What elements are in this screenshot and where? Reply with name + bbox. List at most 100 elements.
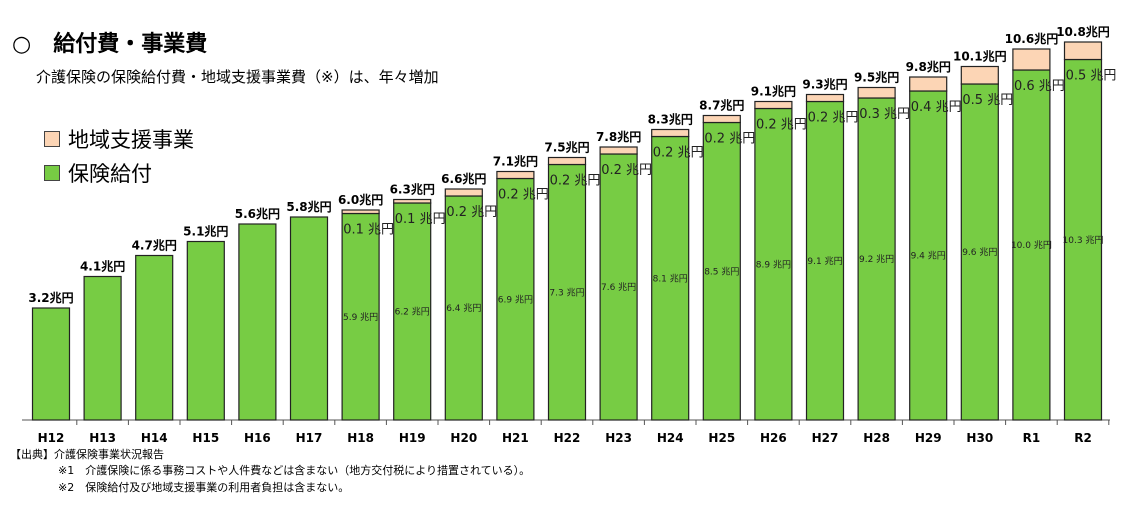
bar-support — [1063, 41, 1103, 61]
support-label: 0.2 兆円 — [446, 205, 497, 220]
benefit-label: 8.9 兆円 — [756, 259, 791, 270]
total-label: 6.6兆円 — [441, 171, 486, 186]
benefit-label: 7.3 兆円 — [549, 287, 584, 298]
footnote-1: ※1 介護保険に係る事務コストや人件費などは含まない（地方交付税により措置されて… — [58, 464, 531, 477]
bar-support — [754, 100, 793, 110]
bar-chart: H12 3.2兆円 H13 4.1兆円 H14 4.7兆円 H15 5.1兆円 H16 5.6兆円… — [22, 24, 1116, 445]
bar-support — [909, 76, 948, 92]
benefit-label: 9.6 兆円 — [962, 247, 997, 258]
x-tick-label: H21 — [502, 431, 529, 445]
x-tick-label: H14 — [141, 431, 168, 445]
bar-benefit — [135, 254, 174, 421]
x-tick-label: R1 — [1023, 431, 1041, 445]
support-label: 0.5 兆円 — [962, 93, 1013, 108]
total-label: 4.7兆円 — [132, 238, 177, 253]
support-label: 0.2 兆円 — [550, 174, 601, 189]
support-label: 0.1 兆円 — [343, 223, 394, 238]
bar-benefit — [547, 163, 587, 421]
x-tick-label: H30 — [966, 431, 993, 445]
bar-support — [805, 93, 845, 103]
bar-support — [651, 128, 690, 138]
support-label: 0.2 兆円 — [756, 118, 807, 133]
benefit-label: 9.4 兆円 — [911, 251, 946, 262]
benefit-label: 7.6 兆円 — [601, 282, 636, 293]
x-tick-label: H28 — [863, 431, 890, 445]
benefit-label: 6.9 兆円 — [498, 294, 533, 305]
support-label: 0.2 兆円 — [704, 132, 755, 147]
bar-support — [444, 188, 483, 197]
support-label: 0.4 兆円 — [911, 100, 962, 115]
footnote-2: ※2 保険給付及び地域支援事業の利用者負担は含まない。 — [58, 481, 350, 494]
subtitle: 介護保険の保険給付費・地域支援事業費（※）は、年々増加 — [36, 68, 439, 86]
legend-label: 地域支援事業 — [68, 128, 194, 152]
bar-benefit — [651, 135, 690, 421]
benefit-label: 8.5 兆円 — [704, 266, 739, 277]
support-label: 0.2 兆円 — [601, 163, 652, 178]
bar-support — [547, 156, 587, 166]
x-tick-label: H27 — [812, 431, 839, 445]
total-label: 9.1兆円 — [751, 84, 796, 99]
legend-label: 保険給付 — [68, 162, 152, 186]
benefit-label: 8.1 兆円 — [653, 273, 688, 284]
bar-benefit — [444, 195, 483, 421]
x-tick-label: H13 — [89, 431, 116, 445]
support-label: 0.2 兆円 — [498, 188, 549, 203]
bar-benefit — [31, 307, 71, 421]
bar-support — [960, 65, 999, 85]
total-label: 9.3兆円 — [802, 77, 847, 92]
bar-benefit — [341, 212, 380, 421]
bar-support — [496, 170, 535, 180]
bar-benefit — [909, 90, 948, 421]
x-tick-label: H15 — [192, 431, 219, 445]
bar-benefit — [238, 223, 277, 421]
benefit-label: 10.3 兆円 — [1063, 235, 1104, 246]
bar-benefit — [702, 121, 741, 421]
total-label: 5.1兆円 — [183, 224, 228, 239]
bar-benefit — [599, 153, 638, 421]
benefit-label: 10.0 兆円 — [1011, 240, 1052, 251]
total-label: 8.7兆円 — [699, 98, 744, 113]
benefit-label: 6.2 兆円 — [395, 307, 430, 318]
total-label: 10.8兆円 — [1056, 24, 1110, 39]
bar-benefit — [805, 100, 845, 421]
x-tick-label: H24 — [657, 431, 684, 445]
support-label: 0.3 兆円 — [859, 107, 910, 122]
total-label: 9.5兆円 — [854, 70, 899, 85]
bar-benefit — [496, 177, 535, 421]
total-label: 6.0兆円 — [338, 192, 383, 207]
bar-support — [599, 146, 638, 155]
x-tick-label: H18 — [347, 431, 374, 445]
total-label: 7.1兆円 — [493, 154, 538, 169]
benefit-label: 9.2 兆円 — [859, 254, 894, 265]
bar-benefit — [83, 275, 122, 421]
total-label: 7.5兆円 — [544, 140, 589, 155]
total-label: 5.6兆円 — [235, 206, 280, 221]
x-tick-label: H22 — [554, 431, 581, 445]
bar-support — [1012, 48, 1051, 71]
total-label: 9.8兆円 — [906, 59, 951, 74]
bar-support — [341, 209, 380, 215]
bar-support — [857, 86, 896, 99]
x-tick-label: H26 — [760, 431, 787, 445]
support-label: 0.1 兆円 — [395, 212, 446, 227]
bar-benefit — [393, 202, 432, 421]
bar-benefit — [960, 83, 999, 421]
total-label: 3.2兆円 — [28, 290, 73, 305]
x-tick-label: H29 — [915, 431, 942, 445]
legend-item-benefit: 保険給付 — [44, 158, 152, 188]
bar-support — [393, 198, 432, 204]
x-tick-label: H23 — [605, 431, 632, 445]
support-label: 0.6 兆円 — [1014, 79, 1065, 94]
x-tick-label: R2 — [1074, 431, 1092, 445]
x-tick-label: H17 — [296, 431, 323, 445]
support-label: 0.2 兆円 — [653, 146, 704, 161]
benefit-label: 6.4 兆円 — [446, 303, 481, 314]
bar-support — [702, 114, 741, 124]
x-tick-label: H20 — [450, 431, 477, 445]
total-label: 10.1兆円 — [953, 49, 1007, 64]
total-label: 4.1兆円 — [80, 259, 125, 274]
total-label: 8.3兆円 — [648, 112, 693, 127]
support-label: 0.2 兆円 — [808, 111, 859, 126]
legend-swatch — [44, 131, 60, 147]
